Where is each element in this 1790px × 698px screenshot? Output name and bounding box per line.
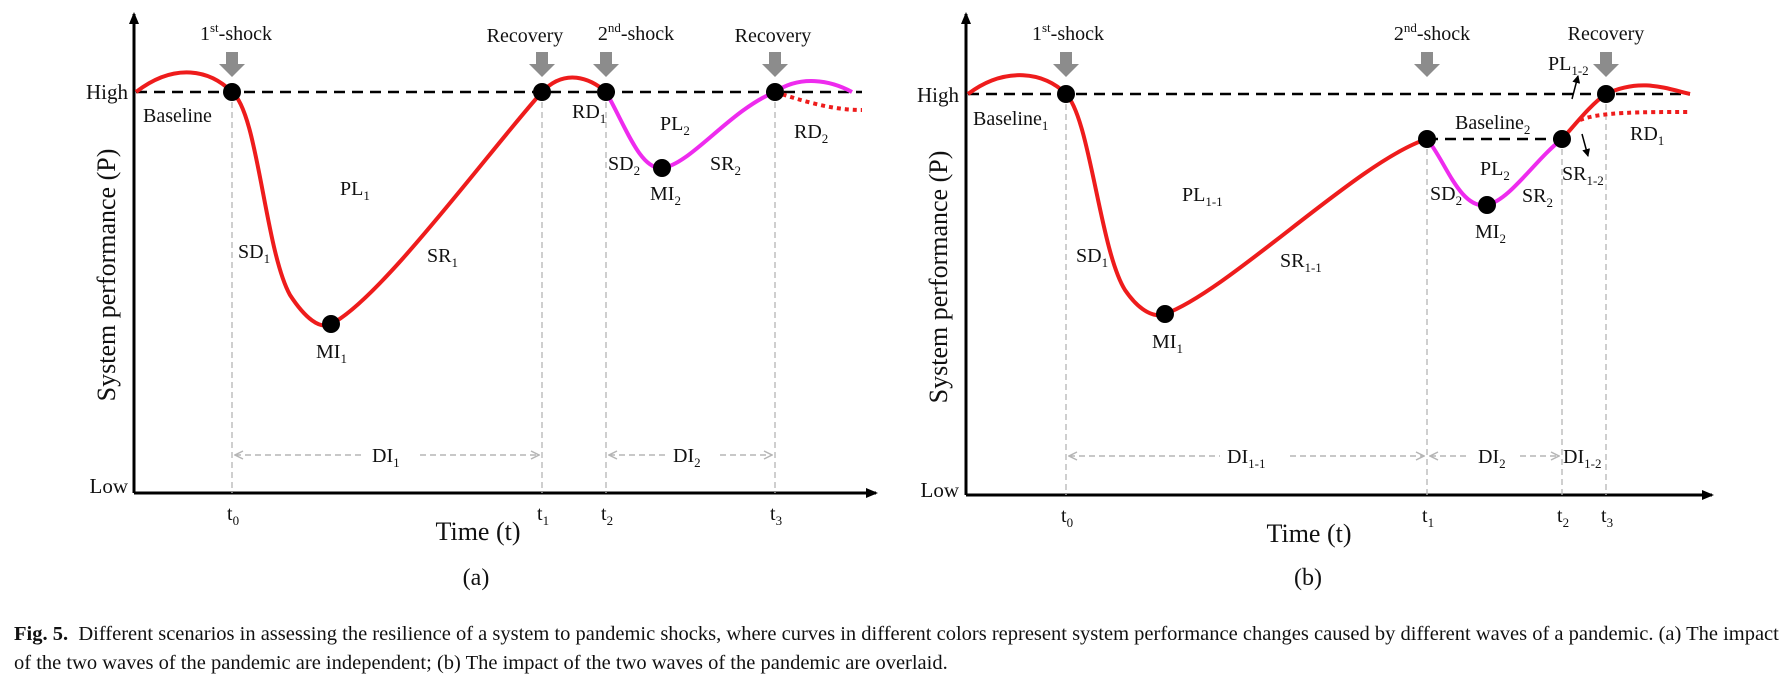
point-t2 [1553,130,1571,148]
y-axis-title: System performance (P) [92,149,121,402]
sr11-label: SR1-1 [1280,250,1322,275]
wave1-continuation [774,90,863,112]
sr1-label: SR1 [427,245,458,270]
shock-arrow-icon [1414,52,1440,77]
point-t1 [1418,130,1436,148]
baseline1-label: Baseline1 [973,108,1048,133]
x-axis-title: Time (t) [436,517,521,546]
t3-label: t3 [1601,505,1613,530]
point-t0 [223,83,241,101]
pl12-label: PL1-2 [1548,53,1589,78]
baseline2-label: Baseline2 [1455,112,1530,137]
t1-label: t1 [1422,505,1434,530]
t0-label: t0 [1061,505,1073,530]
point-t3 [766,83,784,101]
shock2-label: 2nd-shock [1394,20,1470,45]
mi1-label: MI1 [316,341,347,366]
recovery1-label: Recovery [487,25,564,47]
wave1-curve [966,73,1428,318]
rd1-label: RD1 [572,101,606,126]
y-low-label: Low [921,478,960,502]
sd1-label: SD1 [1076,245,1108,270]
caption-fig-label: Fig. 5. [14,623,69,645]
recovery2-label: Recovery [735,25,812,47]
baseline-label: Baseline [143,105,212,127]
sr2-label: SR2 [710,153,741,178]
point-t2 [597,83,615,101]
wave1-dotted [1579,110,1691,122]
y-low-label: Low [90,474,129,498]
shock1-label: 1st-shock [200,20,272,45]
recovery-arrow-icon [762,52,788,77]
recovery-label: Recovery [1568,23,1645,45]
pl12-pointer-arrow [1571,75,1581,100]
t1-label: t1 [537,503,549,528]
y-axis-title: System performance (P) [924,151,953,404]
di2-label: DI2 [673,445,701,470]
point-t3 [1597,85,1615,103]
pl11-label: PL1-1 [1182,184,1223,209]
resilience-figure: System performance (P) High Low 1st-shoc… [86,12,1714,591]
rd1-label: RD1 [1630,123,1664,148]
y-high-label: High [917,83,960,107]
point-mi1 [1156,305,1174,323]
x-axis-title: Time (t) [1267,519,1352,548]
recovery-arrow-icon [529,52,555,77]
shock2-label: 2nd-shock [598,20,674,45]
point-mi2 [653,159,671,177]
sr2-label: SR2 [1522,185,1553,210]
di1-label: DI1 [372,445,400,470]
sd1-label: SD1 [238,241,270,266]
wave2-curve [604,79,853,170]
point-t0 [1057,85,1075,103]
di12-label: DI1-2 [1563,446,1601,471]
recovery-arrow-icon [1593,52,1619,77]
point-mi2 [1478,196,1496,214]
shock-arrow-icon [219,52,245,77]
mi2-label: MI2 [1475,221,1506,246]
mi2-label: MI2 [650,183,681,208]
t0-label: t0 [227,503,239,528]
sr12-pointer-arrow [1581,133,1591,157]
sd2-label: SD2 [608,153,640,178]
t3-label: t3 [770,503,782,528]
pl2-label: PL2 [660,113,690,138]
figure-caption: Fig. 5. Different scenarios in assessing… [14,620,1782,678]
panel-a-label: (a) [463,565,490,591]
point-mi1 [322,315,340,333]
sr12-label: SR1-2 [1562,163,1604,188]
di2-label: DI2 [1478,446,1506,471]
panel-b: System performance (P) High Low 1st-shoc… [917,12,1714,591]
panel-b-label: (b) [1294,565,1322,591]
rd2-label: RD2 [794,121,828,146]
pl2-label: PL2 [1480,158,1510,183]
caption-text: Different scenarios in assessing the res… [14,623,1779,674]
mi1-label: MI1 [1152,331,1183,356]
panel-a: System performance (P) High Low 1st-shoc… [86,12,878,591]
point-t1 [533,83,551,101]
t2-label: t2 [601,503,613,528]
pl1-label: PL1 [340,178,370,203]
di11-label: DI1-1 [1227,446,1265,471]
t2-label: t2 [1557,505,1569,530]
shock1-label: 1st-shock [1032,20,1104,45]
shock-arrow-icon [593,52,619,77]
shock-arrow-icon [1053,52,1079,77]
y-high-label: High [86,80,129,104]
